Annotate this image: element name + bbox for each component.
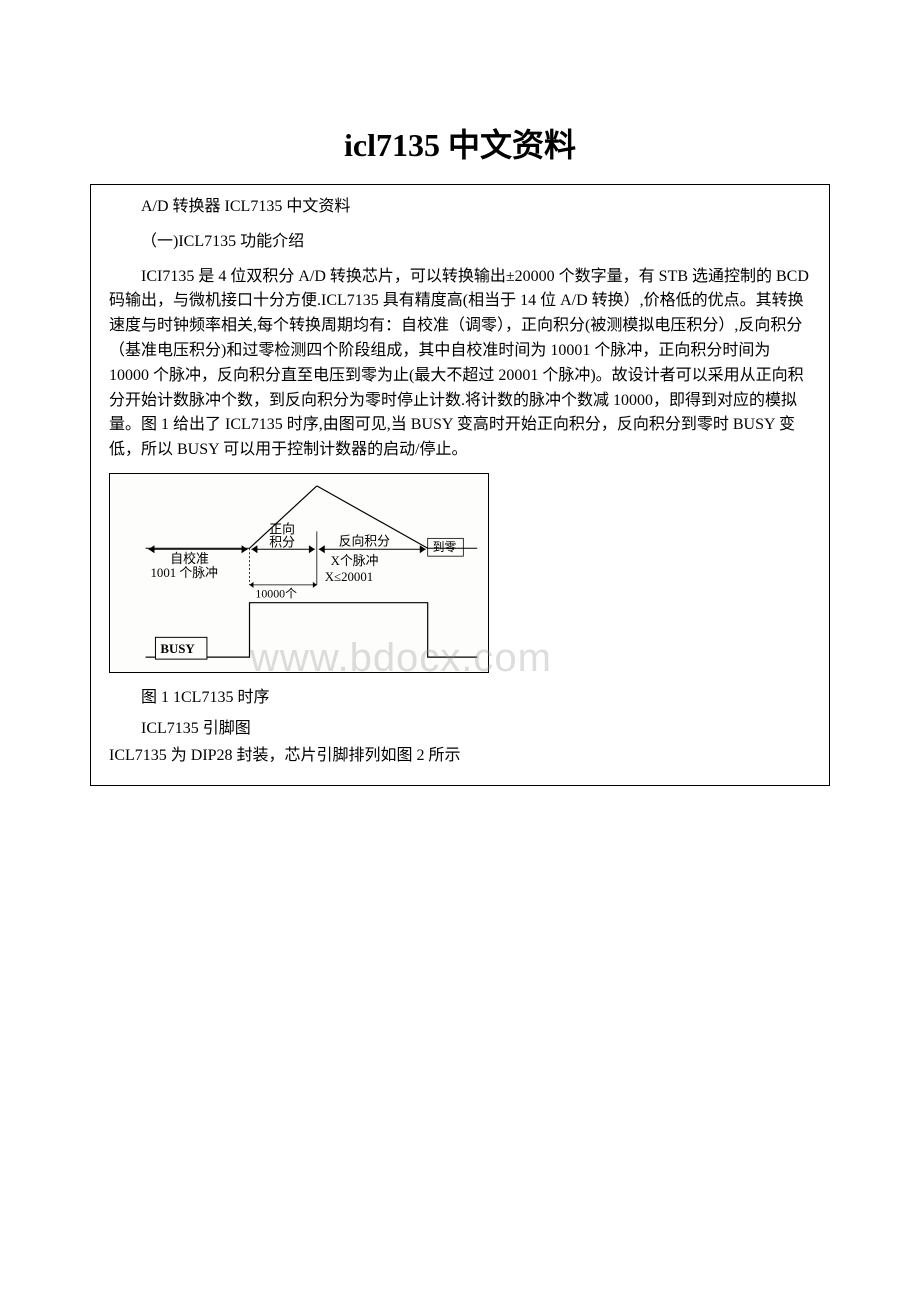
figure-1-caption: 图 1 1CL7135 时序 (109, 683, 811, 707)
label-rev-int: 反向积分 (339, 533, 391, 548)
label-pos-int-1: 正向 (269, 521, 295, 536)
timing-diagram: 自校准 1001 个脉冲 正向 积分 反向积分 X个脉冲 X≤20001 到零 … (109, 473, 489, 673)
label-x-le: X≤20001 (325, 570, 373, 584)
figure-1: 自校准 1001 个脉冲 正向 积分 反向积分 X个脉冲 X≤20001 到零 … (109, 473, 811, 673)
label-busy: BUSY (160, 642, 195, 656)
label-self-cal-2: 1001 个脉冲 (151, 566, 219, 580)
heading-2: （一)ICL7135 功能介绍 (109, 230, 811, 255)
label-x-pulse: X个脉冲 (331, 554, 379, 568)
label-to-zero: 到零 (433, 540, 457, 554)
document-title: icl7135 中文资料 (90, 120, 830, 166)
label-self-cal-1: 自校准 (170, 551, 209, 566)
heading-1: A/D 转换器 ICL7135 中文资料 (109, 195, 811, 220)
label-10000: 10000个 (255, 587, 297, 601)
heading-3: ICL7135 引脚图 (109, 717, 811, 742)
label-pos-int-2: 积分 (269, 535, 295, 549)
content-box: A/D 转换器 ICL7135 中文资料 （一)ICL7135 功能介绍 ICI… (90, 184, 830, 786)
body-paragraph-2: ICL7135 为 DIP28 封装，芯片引脚排列如图 2 所示 (109, 744, 811, 769)
body-paragraph-1: ICI7135 是 4 位双积分 A/D 转换芯片，可以转换输出±20000 个… (109, 265, 811, 463)
